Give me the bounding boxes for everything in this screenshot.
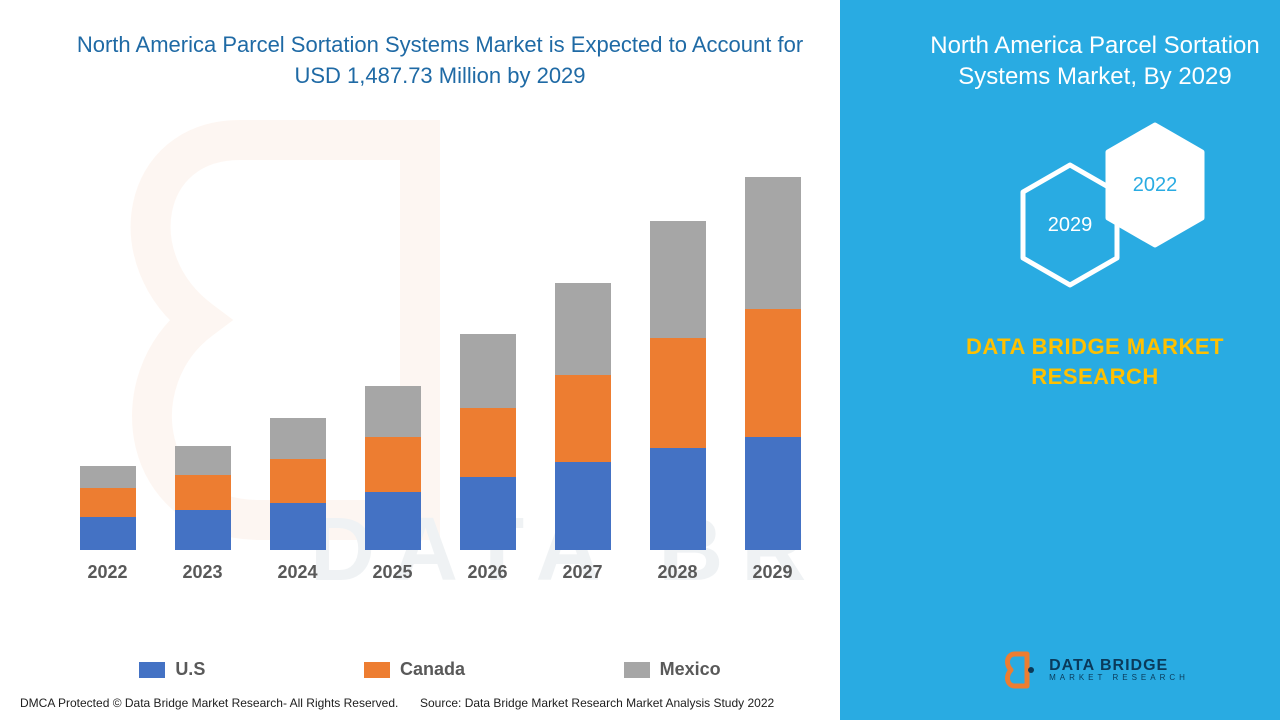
brand-logo: DATA BRIDGE MARKET RESEARCH: [910, 650, 1280, 690]
hexagon-2022: 2022: [1100, 122, 1210, 248]
sidebar-content: North America Parcel Sortation Systems M…: [910, 0, 1280, 720]
brand-logo-line1: DATA BRIDGE: [1049, 658, 1189, 674]
x-label: 2028: [639, 562, 717, 583]
bar-2024: [259, 418, 337, 550]
bar-seg-us: [270, 503, 326, 551]
bar-seg-us: [460, 477, 516, 550]
brand-logo-text: DATA BRIDGE MARKET RESEARCH: [1049, 658, 1189, 682]
bar-seg-canada: [745, 309, 801, 437]
legend-label: Canada: [400, 659, 465, 680]
bar-2026: [449, 334, 527, 550]
bar-2022: [69, 466, 147, 550]
x-label: 2025: [354, 562, 432, 583]
legend-label: U.S: [175, 659, 205, 680]
x-label: 2024: [259, 562, 337, 583]
bar-2029: [734, 177, 812, 550]
bar-seg-canada: [80, 488, 136, 517]
bar-seg-mexico: [365, 386, 421, 437]
bar-2027: [544, 283, 622, 550]
bar-seg-mexico: [745, 177, 801, 309]
footer-source: Source: Data Bridge Market Research Mark…: [420, 696, 774, 710]
bar-seg-mexico: [650, 221, 706, 338]
bar-seg-us: [555, 462, 611, 550]
legend-swatch: [624, 662, 650, 678]
brand-logo-line2: MARKET RESEARCH: [1049, 674, 1189, 682]
bars-row: [60, 170, 820, 550]
bar-seg-canada: [650, 338, 706, 448]
bar-seg-canada: [555, 375, 611, 463]
bar-seg-canada: [460, 408, 516, 477]
x-label: 2029: [734, 562, 812, 583]
infographic-root: DATA BRIDGE North America Parcel Sortati…: [0, 0, 1280, 720]
bar-seg-us: [650, 448, 706, 550]
legend-item-canada: Canada: [364, 659, 465, 680]
bar-seg-canada: [365, 437, 421, 492]
bar-2028: [639, 221, 717, 550]
bar-seg-mexico: [270, 418, 326, 458]
chart-plot: 2022 2023 2024 2025 2026 2027 2028 2029: [60, 170, 820, 590]
bar-seg-canada: [175, 475, 231, 510]
x-axis-labels: 2022 2023 2024 2025 2026 2027 2028 2029: [60, 554, 820, 590]
x-label: 2026: [449, 562, 527, 583]
chart-area: North America Parcel Sortation Systems M…: [40, 30, 840, 670]
hexagon-group: 20292022: [930, 122, 1260, 302]
bar-2025: [354, 386, 432, 550]
legend-item-mexico: Mexico: [624, 659, 721, 680]
bar-seg-us: [365, 492, 421, 550]
x-label: 2027: [544, 562, 622, 583]
sidebar-title: North America Parcel Sortation Systems M…: [930, 30, 1260, 92]
legend-swatch: [139, 662, 165, 678]
bar-seg-mexico: [80, 466, 136, 488]
legend-label: Mexico: [660, 659, 721, 680]
bar-seg-us: [745, 437, 801, 550]
x-label: 2023: [164, 562, 242, 583]
brand-headline: DATA BRIDGE MARKET RESEARCH: [930, 332, 1260, 391]
brand-logo-icon: [1001, 650, 1041, 690]
bar-2023: [164, 446, 242, 550]
chart-title: North America Parcel Sortation Systems M…: [40, 30, 840, 92]
sidebar: North America Parcel Sortation Systems M…: [840, 0, 1280, 720]
hexagon-label: 2022: [1100, 122, 1210, 248]
bar-seg-mexico: [460, 334, 516, 407]
bar-seg-mexico: [555, 283, 611, 374]
footer-copyright: DMCA Protected © Data Bridge Market Rese…: [20, 696, 398, 710]
legend-item-us: U.S: [139, 659, 205, 680]
bar-seg-mexico: [175, 446, 231, 475]
bar-seg-us: [175, 510, 231, 550]
chart-legend: U.S Canada Mexico: [60, 659, 800, 680]
x-label: 2022: [69, 562, 147, 583]
bar-seg-us: [80, 517, 136, 550]
legend-swatch: [364, 662, 390, 678]
bar-seg-canada: [270, 459, 326, 503]
